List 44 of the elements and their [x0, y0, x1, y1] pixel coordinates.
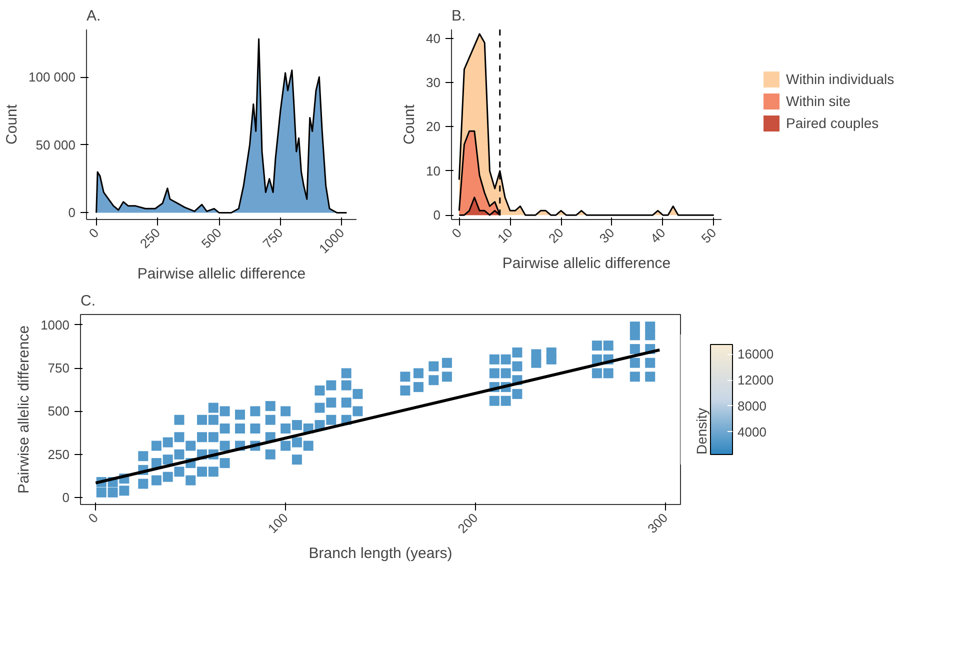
- color-bar-title: Density: [694, 408, 710, 454]
- legend-label: Within individuals: [786, 71, 894, 87]
- chart-title: B.: [452, 8, 466, 24]
- color-bar-label: 12000: [738, 372, 774, 388]
- x-tick-label: 200: [454, 510, 481, 536]
- y-tick-label: 40: [426, 30, 441, 46]
- x-tick-label: 50: [698, 225, 720, 246]
- y-tick-label: 0: [68, 205, 76, 220]
- x-axis-title: Branch length (years): [308, 545, 452, 562]
- x-tick-label: 40: [647, 225, 668, 246]
- x-axis-title: Pairwise allelic difference: [137, 265, 306, 282]
- x-tick-label: 30: [596, 225, 618, 246]
- y-tick-label: 1000: [40, 317, 70, 332]
- y-tick-label: 10: [426, 163, 441, 178]
- x-tick-label: 300: [644, 510, 671, 536]
- x-tick-label: 0: [86, 225, 102, 241]
- color-bar-label: 16000: [738, 346, 774, 362]
- y-tick-label: 500: [48, 404, 70, 419]
- y-tick-label: 0: [433, 208, 441, 223]
- x-axis-title: Pairwise allelic difference: [502, 255, 671, 272]
- x-tick-label: 250: [137, 225, 163, 252]
- x-tick-label: 20: [546, 225, 566, 246]
- y-axis-title: Pairwise allelic difference: [16, 325, 33, 494]
- y-tick-label: 0: [62, 490, 70, 506]
- x-tick-label: 500: [198, 225, 224, 252]
- y-axis-title: Count: [4, 104, 21, 145]
- color-bar-label: 4000: [738, 424, 766, 440]
- y-tick-label: 50 000: [36, 137, 76, 152]
- y-tick-label: 250: [48, 446, 70, 462]
- chart-title: C.: [80, 292, 96, 310]
- y-tick-label: 30: [426, 75, 441, 90]
- color-bar-label: 8000: [738, 398, 766, 414]
- x-tick-label: 10: [494, 225, 516, 246]
- legend-label: Paired couples: [786, 115, 879, 131]
- x-tick-label: 750: [260, 225, 286, 252]
- x-tick-label: 0: [85, 510, 101, 526]
- x-tick-label: 0: [448, 225, 464, 241]
- y-tick-label: 100 000: [28, 70, 76, 84]
- y-axis-title: Count: [401, 104, 418, 145]
- legend-label: Within site: [786, 93, 851, 109]
- y-tick-label: 20: [426, 119, 441, 134]
- chart-title: A.: [86, 8, 101, 24]
- y-tick-label: 750: [48, 360, 70, 376]
- x-tick-label: 100: [264, 510, 291, 536]
